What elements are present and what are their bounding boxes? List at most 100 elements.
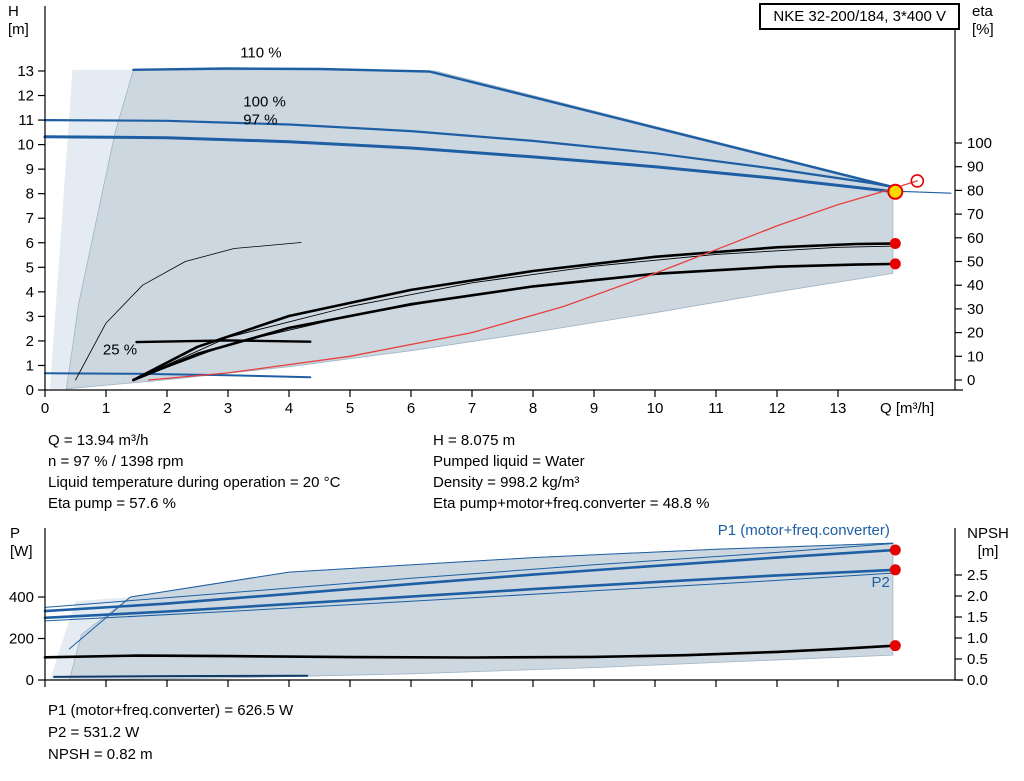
- duty-point: [887, 183, 904, 200]
- p1-curve: [43, 548, 897, 613]
- eta-total-point: [889, 258, 901, 270]
- y-right-tick-label: 10: [967, 348, 984, 365]
- y-right-tick-label: 20: [967, 325, 984, 342]
- y-right-tick-label: 60: [967, 230, 984, 247]
- y-left-tick-label: 6: [26, 235, 34, 252]
- operating-envelope: [65, 69, 894, 390]
- y-left-tick-label: 4: [26, 284, 34, 301]
- y-right-axis-label: NPSH: [967, 525, 1009, 542]
- y-right-tick-label: 30: [967, 301, 984, 318]
- info-line-p2: P2 = 531.2 W: [48, 724, 140, 741]
- curve-annotation: 25 %: [103, 341, 137, 358]
- system-eta-red-curve: [148, 180, 918, 381]
- speed-curve-100: [43, 118, 897, 189]
- x-tick-label: 7: [468, 400, 476, 417]
- duty-info-right-column: H = 8.075 m Pumped liquid = Water Densit…: [433, 430, 709, 514]
- curve-annotation: 97 %: [243, 112, 277, 129]
- x-tick-label: 10: [647, 400, 664, 417]
- y-left-tick-label: 12: [17, 88, 34, 105]
- speed-curve-25: [44, 372, 312, 379]
- eta-red-open-circle: [910, 174, 925, 188]
- x-tick-label: 9: [590, 400, 598, 417]
- npsh-point: [889, 640, 901, 652]
- p1-thin-line: [44, 543, 894, 608]
- y-left-tick-label: 3: [26, 308, 34, 325]
- duty-info-left-column: Q = 13.94 m³/h n = 97 % / 1398 rpm Liqui…: [48, 430, 340, 514]
- power-envelope-left-region: [49, 597, 131, 680]
- info-line-p1: P1 (motor+freq.converter) = 626.5 W: [48, 702, 294, 719]
- eta-total-curve: [132, 262, 897, 382]
- y-right-tick-label: 100: [967, 135, 992, 152]
- info-line-eta-total: Eta pump+motor+freq.converter = 48.8 %: [433, 495, 710, 512]
- duty-extension-line: [894, 190, 952, 194]
- p2-point: [889, 564, 901, 576]
- info-line-npsh: NPSH = 0.82 m: [48, 746, 153, 763]
- x-tick-label: 0: [41, 400, 49, 417]
- y-left-tick-label: 2: [26, 333, 34, 350]
- x-axis-label: Q [m³/h]: [880, 400, 934, 417]
- y-right-tick-label: 2.0: [967, 588, 988, 605]
- y-right-tick-label: 0.0: [967, 672, 988, 689]
- speed-curve-110: [132, 67, 897, 189]
- y-left-tick-label: 9: [26, 161, 34, 178]
- power-envelope: [68, 542, 894, 681]
- x-tick-label: 6: [407, 400, 415, 417]
- y-left-axis-label: [m]: [8, 21, 29, 38]
- info-line-eta-pump: Eta pump = 57.6 %: [48, 495, 176, 512]
- y-left-tick-label: 5: [26, 259, 34, 276]
- npsh-curve: [43, 644, 897, 659]
- info-line-head: H = 8.075 m: [433, 432, 516, 449]
- head-flow-chart: 0123456789101112130102030405060708090100…: [8, 3, 994, 417]
- info-line-temperature: Liquid temperature during operation = 20…: [48, 474, 341, 491]
- info-line-q: Q = 13.94 m³/h: [48, 432, 149, 449]
- y-right-tick-label: 1.0: [967, 630, 988, 647]
- power-info-column: P1 (motor+freq.converter) = 626.5 W P2 =…: [48, 700, 293, 766]
- info-line-speed: n = 97 % / 1398 rpm: [48, 453, 184, 470]
- p2-curve: [43, 568, 897, 620]
- eta-curve-25: [75, 242, 302, 381]
- aux-black-segment: [135, 339, 312, 344]
- y-right-tick-label: 40: [967, 277, 984, 294]
- y-left-tick-label: 1: [26, 357, 34, 374]
- eta-pump-curve: [132, 242, 897, 382]
- y-right-axis-label: [%]: [972, 21, 994, 38]
- p2-thin-line: [44, 572, 894, 622]
- x-tick-label: 13: [830, 400, 847, 417]
- y-left-axis-label: P: [10, 525, 20, 542]
- power-npsh-chart: 0 200 400 0.0 0.5 1.0 1.5 2.0 2.5 P[W] NPSH[m] P1 (…: [9, 522, 1009, 689]
- y-right-tick-label: 2.5: [967, 567, 988, 584]
- curve-annotation: P2: [872, 574, 890, 591]
- x-tick-label: 11: [708, 400, 724, 417]
- x-tick-label: 2: [163, 400, 171, 417]
- eta-curve-thin-1: [132, 245, 894, 381]
- pump-model-title: NKE 32-200/184, 3*400 V: [759, 3, 960, 30]
- y-right-tick-label: 0: [967, 372, 975, 389]
- y-right-tick-label: 80: [967, 182, 984, 199]
- p-25-segment: [53, 674, 309, 678]
- y-left-tick-label: 200: [9, 631, 34, 648]
- y-right-tick-label: 50: [967, 254, 984, 271]
- y-right-tick-label: 90: [967, 159, 984, 176]
- y-left-tick-label: 11: [18, 112, 34, 129]
- eta-pump-point: [889, 238, 901, 249]
- y-right-tick-label: 0.5: [967, 651, 988, 668]
- curve-annotation: P1 (motor+freq.converter): [718, 522, 890, 539]
- x-tick-label: 4: [285, 400, 293, 417]
- curve-annotation: 100 %: [243, 94, 286, 111]
- y-left-axis-label: H: [8, 3, 19, 20]
- y-left-tick-label: 7: [26, 210, 34, 227]
- y-left-axis-label: [W]: [10, 543, 33, 560]
- y-right-tick-label: 1.5: [967, 609, 988, 626]
- envelope-left-region: [49, 69, 134, 389]
- y-left-tick-label: 8: [26, 186, 34, 203]
- y-right-tick-label: 70: [967, 206, 984, 223]
- curve-annotation: 110 %: [240, 45, 281, 62]
- y-right-axis-label: eta: [972, 3, 994, 20]
- info-line-density: Density = 998.2 kg/m³: [433, 474, 580, 491]
- y-left-tick-label: 0: [26, 382, 34, 399]
- info-line-liquid: Pumped liquid = Water: [433, 453, 585, 470]
- x-tick-label: 1: [102, 400, 110, 417]
- y-left-tick-label: 10: [17, 137, 34, 154]
- p1-point: [889, 544, 901, 556]
